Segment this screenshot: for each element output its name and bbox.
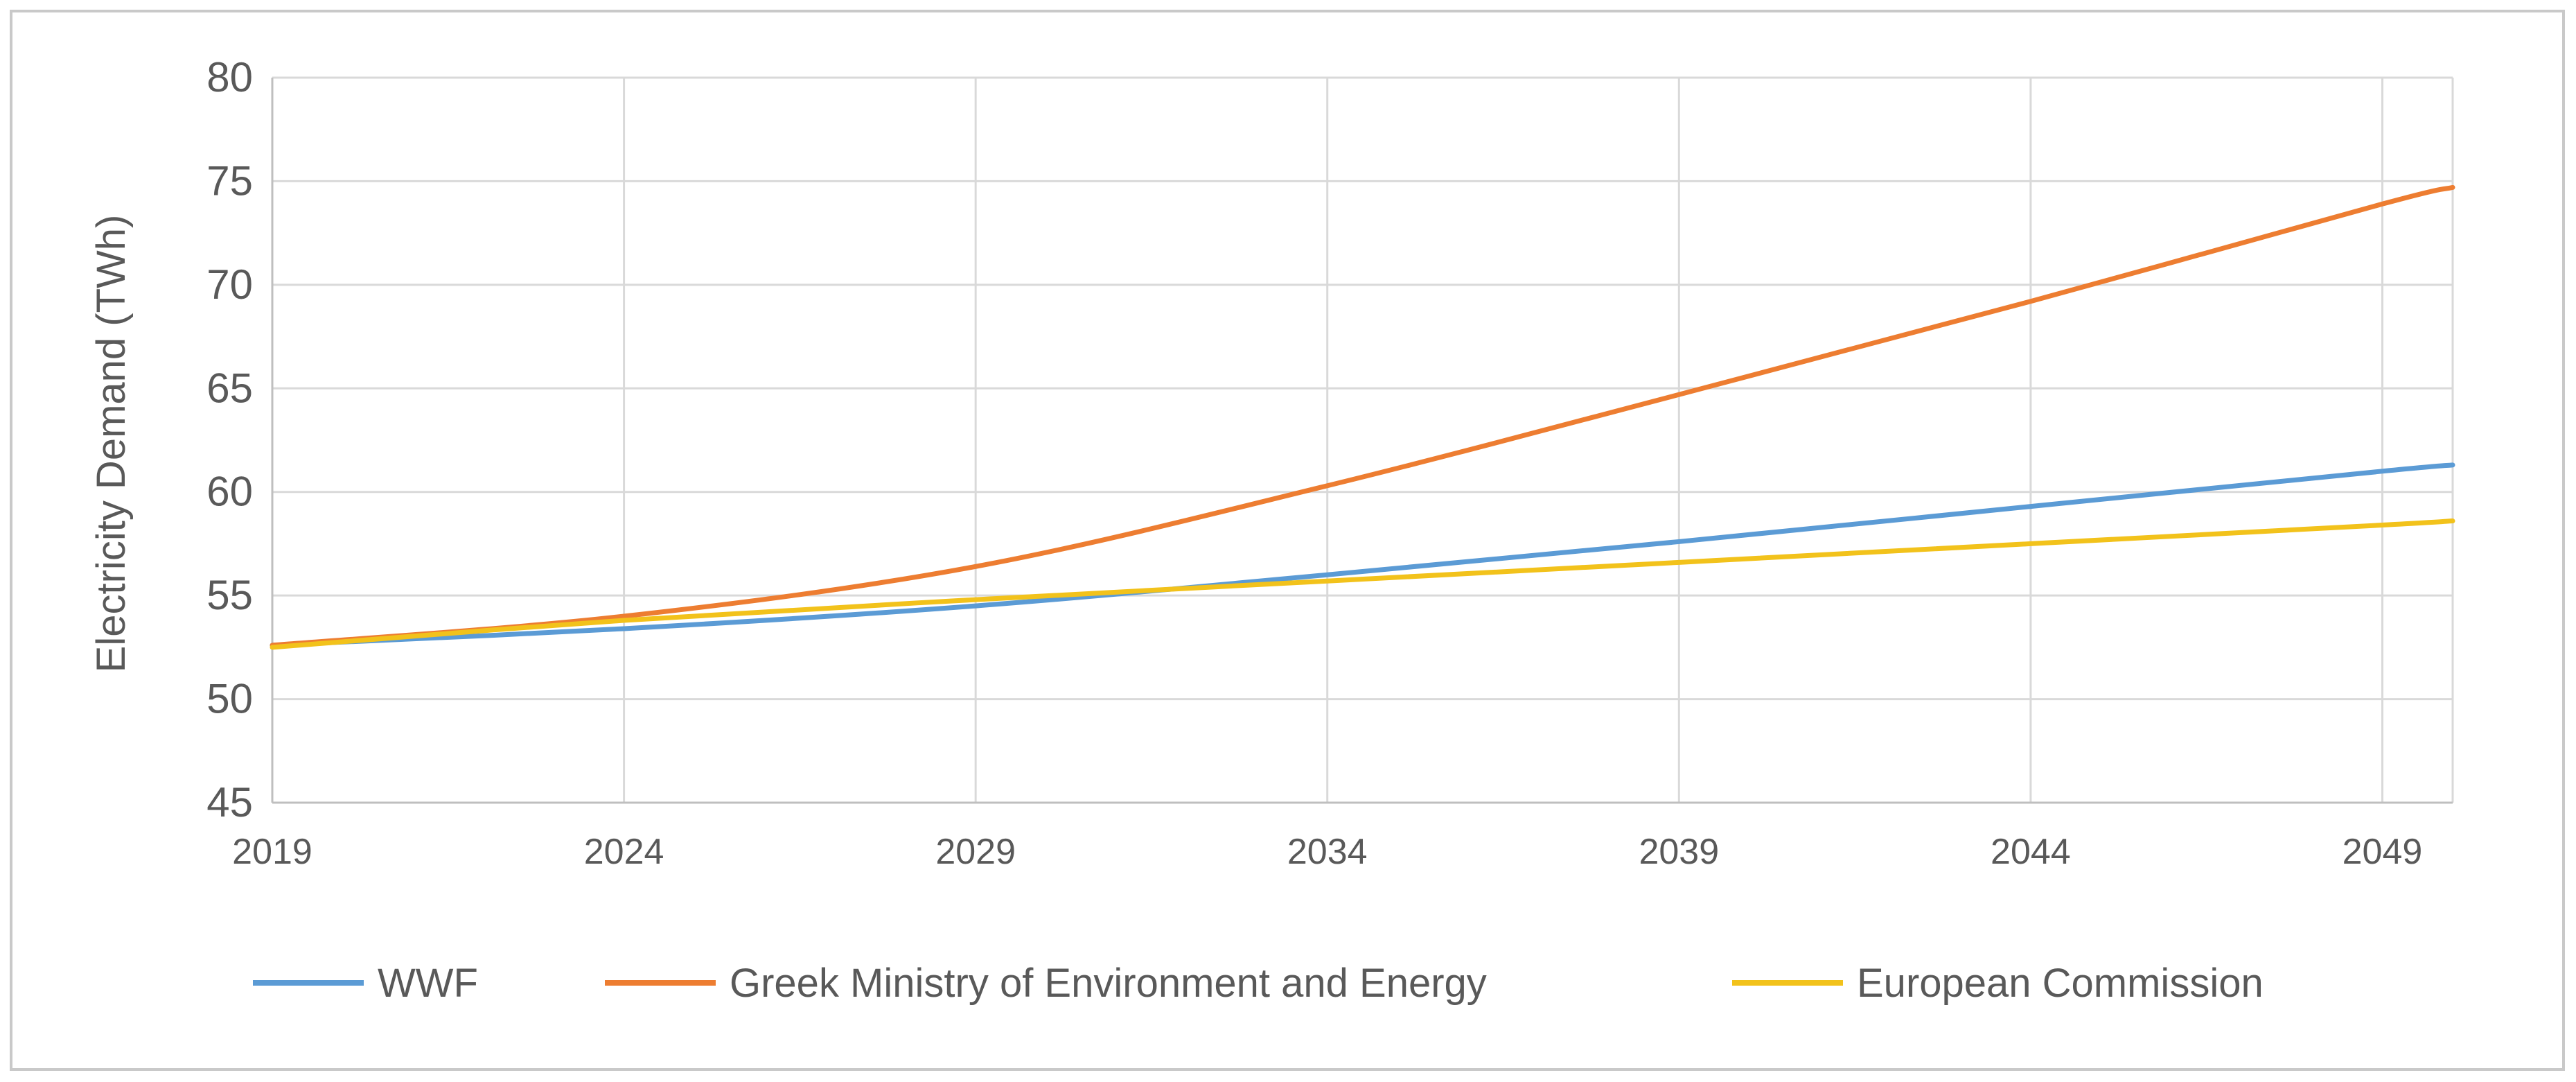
y-tick-label: 80 [206,54,253,101]
y-tick-label: 55 [206,572,253,618]
y-tick-label: 50 [206,676,253,722]
legend-label[interactable]: European Commission [1857,961,2264,1006]
legend[interactable]: WWF Greek Ministry of Environment and Ene… [253,961,2264,1006]
series-lines [270,184,2455,650]
y-tick-label: 75 [206,157,253,204]
x-tick-label: 2044 [1991,832,2071,872]
y-tick-label: 60 [206,469,253,515]
x-tick-label: 2034 [1287,832,1368,872]
gridlines [271,76,2454,804]
x-tick-label: 2029 [935,832,1016,872]
y-tick-labels: 45 50 55 60 65 70 75 80 [206,54,253,826]
x-tick-label: 2019 [232,832,312,872]
x-tick-label: 2049 [2343,832,2423,872]
legend-label[interactable]: Greek Ministry of Environment and Energy [730,961,1487,1006]
legend-label[interactable]: WWF [378,961,478,1006]
y-tick-label: 65 [206,365,253,411]
x-tick-labels: 2019 2024 2029 2034 2039 2044 2049 [232,832,2422,872]
x-tick-label: 2039 [1639,832,1719,872]
series-line-1 [270,184,2455,648]
y-axis-title: Electricity Demand (TWh) [89,215,134,673]
x-tick-label: 2024 [584,832,664,872]
series-line-2 [270,518,2455,650]
y-tick-label: 45 [206,779,253,826]
y-tick-label: 70 [206,261,253,308]
series-line-0 [270,462,2455,648]
